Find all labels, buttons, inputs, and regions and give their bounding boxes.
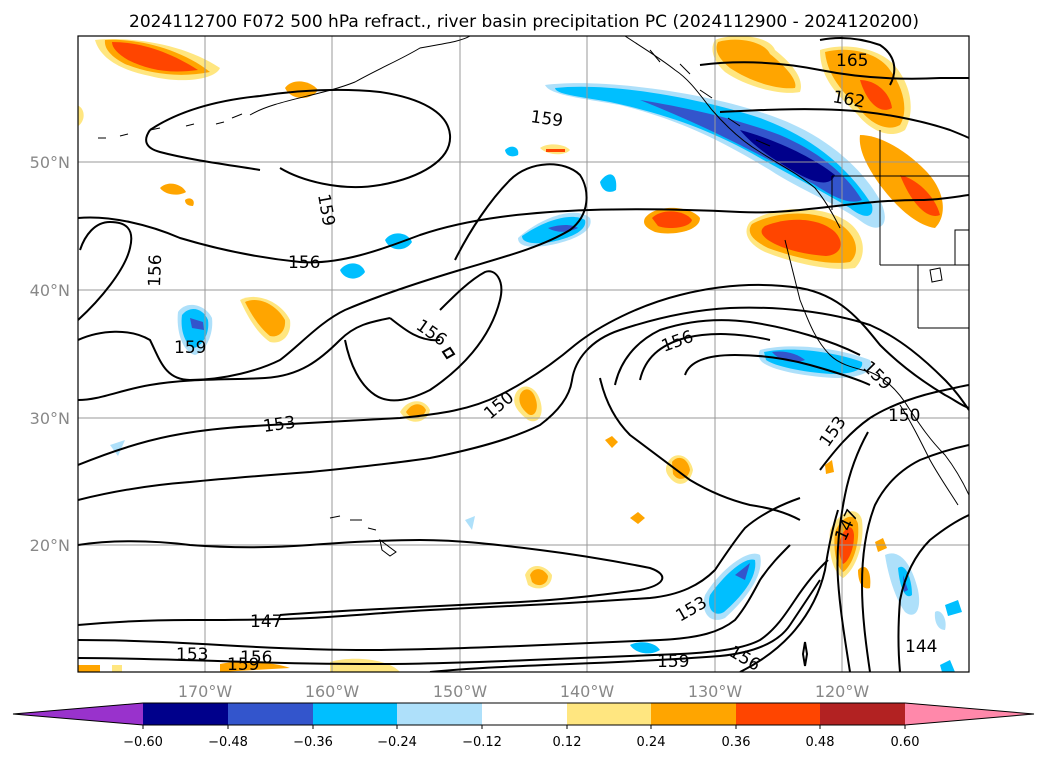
lon-label: 130°W [688, 682, 743, 701]
map-area: 165 162 159 159 156 156 156 159 150 150 … [78, 36, 969, 675]
contour-label: 156 [145, 254, 166, 287]
colorbar-tick-label: 0.48 [806, 735, 835, 750]
lat-label: 30°N [30, 409, 70, 428]
contour-label: 147 [250, 612, 282, 632]
lat-label: 50°N [30, 153, 70, 172]
colorbar-segment [736, 703, 820, 725]
contour-label: 150 [888, 406, 920, 426]
colorbar-segment [397, 703, 482, 725]
colorbar-tick-label: 0.60 [891, 735, 920, 750]
map-frame [77, 35, 970, 673]
contour-label: 144 [905, 637, 937, 657]
contour-label: 165 [836, 51, 868, 71]
contour-label: 159 [657, 652, 689, 672]
colorbar-segment [567, 703, 651, 725]
lat-label: 20°N [30, 536, 70, 555]
colorbar-extend-low [13, 703, 143, 725]
figure-title: 2024112700 F072 500 hPa refract., river … [129, 12, 919, 32]
graticule [78, 36, 969, 672]
colorbar-tick-label: −0.12 [462, 735, 502, 750]
latitude-labels: 50°N 40°N 30°N 20°N [30, 153, 70, 555]
colorbar-segment [651, 703, 736, 725]
contour-label: 156 [240, 648, 272, 668]
colorbar-segment [313, 703, 397, 725]
contour-label: 159 [174, 338, 206, 358]
contour-label: 156 [288, 253, 320, 273]
colorbar-segment [143, 703, 228, 725]
contour-label: 153 [176, 645, 208, 665]
lon-label: 140°W [560, 682, 615, 701]
lon-label: 120°W [815, 682, 870, 701]
colorbar-tick-label: 0.36 [722, 735, 751, 750]
contour-label: 159 [529, 107, 564, 131]
refractivity-contours [78, 36, 969, 672]
contour-label: 159 [227, 655, 259, 675]
colorbar-tick-label: 0.12 [553, 735, 582, 750]
colorbar-tick-label: −0.48 [208, 735, 248, 750]
colorbar-tick-label: −0.60 [123, 735, 163, 750]
colorbar-tick-label: −0.36 [293, 735, 333, 750]
colorbar: −0.60 −0.48 −0.36 −0.24 −0.12 0.12 0.24 … [12, 702, 1035, 750]
colorbar-tick-label: 0.24 [637, 735, 666, 750]
colorbar-segment [482, 703, 567, 725]
contour-label: 153 [262, 413, 297, 437]
colorbar-segment [820, 703, 905, 725]
colorbar-segment [228, 703, 313, 725]
longitude-labels: 170°W 160°W 150°W 140°W 130°W 120°W [178, 682, 870, 701]
lon-label: 150°W [433, 682, 488, 701]
colorbar-extend-high [905, 703, 1034, 725]
coastlines [98, 36, 969, 557]
lon-label: 160°W [305, 682, 360, 701]
colorbar-tick-label: −0.24 [377, 735, 417, 750]
lat-label: 40°N [30, 281, 70, 300]
lon-label: 170°W [178, 682, 233, 701]
